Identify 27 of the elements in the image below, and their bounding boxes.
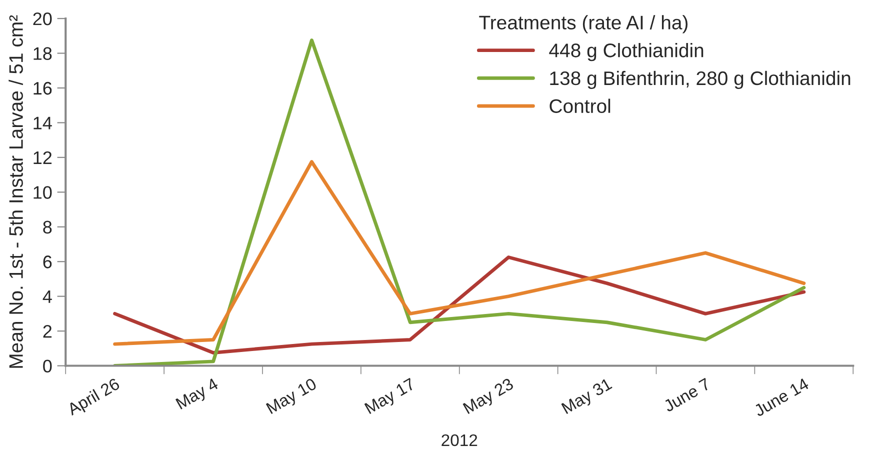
y-axis-title: Mean No. 1st - 5th Instar Larvae / 51 cm² <box>8 15 23 368</box>
y-tick-label: 14 <box>34 116 52 130</box>
y-tick-label: 2 <box>43 324 52 338</box>
x-tick-label: May 10 <box>266 378 319 417</box>
x-tick-label: May 4 <box>175 378 221 412</box>
legend-title: Treatments (rate AI / ha) <box>479 15 688 34</box>
y-tick-label: 6 <box>43 256 52 268</box>
x-tick-label: June 7 <box>662 378 711 412</box>
x-tick-label: April 26 <box>66 377 122 419</box>
line-series <box>113 160 806 346</box>
x-tick-label: May 17 <box>364 378 418 417</box>
y-tick-label: 10 <box>34 186 52 199</box>
x-tick-label: May 31 <box>561 378 614 417</box>
x-tick-label: June 14 <box>753 378 810 418</box>
y-tick-label: 20 <box>33 12 52 26</box>
legend-label: 138 g Bifenthrin, 280 g Clothianidin <box>550 70 850 90</box>
x-tick-label: May 23 <box>462 378 516 417</box>
y-tick-label: 18 <box>34 47 52 60</box>
y-tick-label: 0 <box>43 360 52 372</box>
y-tick-label: 4 <box>42 290 52 303</box>
y-tick-label: 12 <box>34 151 52 164</box>
y-tick-label: 16 <box>34 82 52 95</box>
x-axis-title: 2012 <box>442 434 478 446</box>
y-tick-label: 8 <box>43 220 52 234</box>
line-series <box>113 256 806 354</box>
legend-label: 448 g Clothianidin <box>549 43 704 62</box>
legend-label: Control <box>550 98 610 114</box>
